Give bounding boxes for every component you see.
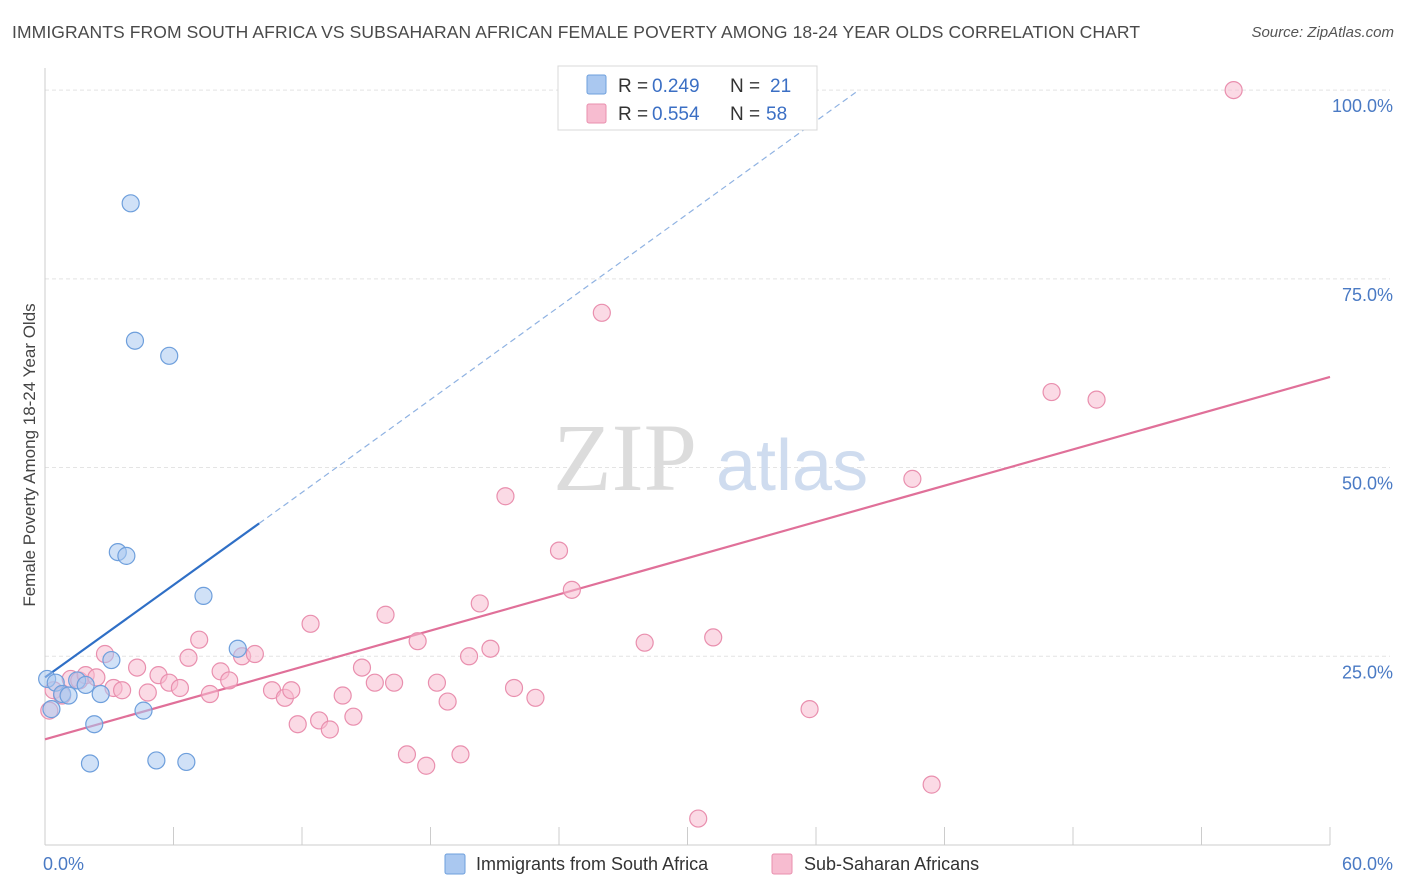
legend-swatch-series2 <box>586 103 607 124</box>
watermark-atlas: atlas <box>716 426 868 506</box>
point-series1-8 <box>85 715 104 734</box>
bottom-legend-label-series1: Immigrants from South Africa <box>476 854 709 874</box>
point-series2-26 <box>301 614 320 633</box>
point-series2-25 <box>288 715 307 734</box>
trend-line-series1 <box>44 522 260 679</box>
bottom-legend-swatch-series1 <box>444 853 466 875</box>
watermark-zip: ZIP <box>553 404 697 511</box>
point-series2-58 <box>1224 80 1243 100</box>
y-tick-label-1: 50.0% <box>1342 474 1393 494</box>
y-tick-labels: 25.0% 50.0% 75.0% 100.0% <box>1332 96 1393 682</box>
point-series2-32 <box>365 673 384 692</box>
bottom-legend: Immigrants from South Africa Sub-Saharan… <box>444 853 979 875</box>
point-series2-17 <box>200 684 220 704</box>
point-series2-55 <box>922 775 941 794</box>
point-series2-53 <box>800 700 819 719</box>
legend-n-value-series1: 21 <box>770 76 791 97</box>
legend-n-label-series2: N = <box>730 104 760 125</box>
point-series2-44 <box>496 487 515 506</box>
point-series2-19 <box>220 671 239 690</box>
trend-lines <box>44 89 1331 741</box>
point-series2-45 <box>504 678 524 698</box>
grid <box>45 89 1390 657</box>
point-series2-48 <box>562 580 581 599</box>
point-series2-46 <box>526 688 545 707</box>
legend: R = 0.249 N = 21 R = 0.554 N = 58 <box>557 65 818 131</box>
point-series1-1 <box>42 700 61 719</box>
point-series2-30 <box>344 707 363 726</box>
point-series2-38 <box>427 673 447 692</box>
point-series2-43 <box>481 639 500 658</box>
point-series2-37 <box>417 756 436 775</box>
trend-line-series2 <box>44 375 1331 741</box>
point-series2-57 <box>1087 390 1106 409</box>
chart-title: IMMIGRANTS FROM SOUTH AFRICA VS SUBSAHAR… <box>12 22 1141 42</box>
point-series2-24 <box>282 681 301 700</box>
bottom-legend-swatch-series2 <box>771 853 793 875</box>
point-series2-16 <box>190 630 209 649</box>
y-axis-title: Female Poverty Among 18-24 Year Olds <box>20 303 39 606</box>
point-series2-39 <box>438 692 457 711</box>
point-series2-33 <box>376 605 395 624</box>
point-series1-15 <box>134 701 153 720</box>
legend-r-value-series1: 0.249 <box>652 76 700 97</box>
point-series1-7 <box>80 754 100 773</box>
point-series2-9 <box>112 681 132 700</box>
y-tick-label-0: 25.0% <box>1342 662 1393 682</box>
legend-r-label-series2: R = <box>618 104 648 125</box>
legend-swatch-series1 <box>586 74 607 95</box>
point-series1-4 <box>59 686 78 705</box>
point-series2-51 <box>689 809 708 828</box>
point-series1-16 <box>147 751 166 770</box>
point-series1-17 <box>160 346 179 365</box>
data-points <box>38 80 1243 828</box>
x-tick-label-1: 60.0% <box>1342 854 1393 874</box>
point-series1-14 <box>125 331 145 350</box>
y-tick-label-3: 100.0% <box>1332 96 1393 116</box>
point-series2-29 <box>333 686 352 705</box>
point-series2-40 <box>451 745 470 764</box>
point-series1-19 <box>194 586 213 605</box>
point-series2-28 <box>320 720 339 739</box>
y-tick-label-2: 75.0% <box>1342 285 1393 305</box>
point-series2-42 <box>470 594 489 613</box>
point-series2-36 <box>408 632 427 651</box>
point-series1-9 <box>91 684 110 704</box>
point-series2-54 <box>903 469 922 488</box>
trend-line-series1-extension <box>258 89 860 524</box>
point-series2-21 <box>245 644 264 664</box>
point-series2-41 <box>459 647 479 666</box>
watermark: ZIP atlas <box>553 404 868 511</box>
legend-r-label-series1: R = <box>618 76 648 97</box>
source-label: Source: ZipAtlas.com <box>1251 24 1394 41</box>
point-series2-10 <box>127 658 147 677</box>
x-tick-labels: 0.0% 60.0% <box>43 854 1393 874</box>
point-series2-49 <box>592 303 611 322</box>
point-series2-14 <box>170 678 190 698</box>
point-series2-11 <box>138 683 157 702</box>
point-series2-52 <box>704 628 723 647</box>
point-series2-47 <box>549 541 569 560</box>
point-series2-35 <box>397 745 417 764</box>
point-series2-15 <box>179 648 198 667</box>
legend-n-value-series2: 58 <box>766 104 787 125</box>
point-series1-20 <box>228 639 247 658</box>
point-series2-34 <box>384 673 404 692</box>
point-series1-12 <box>117 546 136 565</box>
point-series2-50 <box>635 633 654 652</box>
point-series1-6 <box>76 675 95 695</box>
legend-r-value-series2: 0.554 <box>652 104 700 125</box>
bottom-legend-label-series2: Sub-Saharan Africans <box>804 854 979 874</box>
point-series1-10 <box>102 650 121 670</box>
point-series1-18 <box>177 752 196 772</box>
point-series2-56 <box>1042 382 1061 402</box>
point-series2-31 <box>352 658 372 677</box>
point-series1-13 <box>121 194 140 213</box>
x-tick-label-0: 0.0% <box>43 854 84 874</box>
legend-n-label-series1: N = <box>730 76 760 97</box>
